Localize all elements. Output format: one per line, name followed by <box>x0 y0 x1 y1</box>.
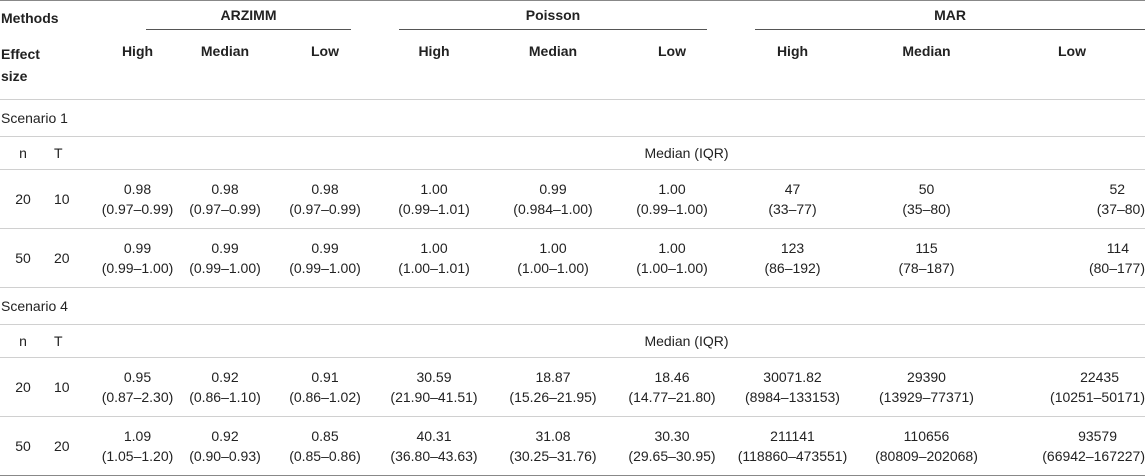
level-header: Median <box>528 43 578 59</box>
effect-size-header: Effect size <box>1 46 40 84</box>
table-cell: 1.00 (1.00–1.01) <box>398 240 470 276</box>
level-header: Low <box>311 43 339 59</box>
table-cell: 40.31 (36.80–43.63) <box>390 428 478 464</box>
stat-label: Median (IQR) <box>644 333 729 349</box>
level-header: High <box>776 43 809 59</box>
table-cell: 0.85 (0.85–0.86) <box>289 428 361 464</box>
table-cell: 211141 (118860–473551) <box>737 428 848 464</box>
t-value: 10 <box>54 191 70 207</box>
table-cell: 0.99 (0.99–1.00) <box>189 240 261 276</box>
t-label: T <box>54 145 63 161</box>
table-cell: 18.46 (14.77–21.80) <box>628 369 716 405</box>
stat-label: Median (IQR) <box>644 145 729 161</box>
table-cell: 0.99 (0.99–1.00) <box>289 240 361 276</box>
n-value: 20 <box>15 191 31 207</box>
table-cell: 0.99 (0.984–1.00) <box>513 181 593 217</box>
section-row: Scenario 1 <box>0 99 1145 137</box>
table-cell: 0.95 (0.87–2.30) <box>101 369 174 405</box>
table-cell: 0.91 (0.86–1.02) <box>289 369 361 405</box>
table-cell: 1.00 (0.99–1.00) <box>636 181 708 217</box>
table-row: 50 20 0.99 (0.99–1.00) 0.99 (0.99–1.00) 0.… <box>0 228 1145 288</box>
level-header: High <box>121 43 154 59</box>
section-title: Scenario 1 <box>1 110 68 126</box>
table-row: 20 10 0.98 (0.97–0.99) 0.98 (0.97–0.99) 0.… <box>0 169 1145 229</box>
level-header: Median <box>902 43 951 59</box>
table-cell: 1.09 (1.05–1.20) <box>101 428 174 464</box>
table-cell: 18.87 (15.26–21.95) <box>509 369 597 405</box>
table-cell: 1.00 (1.00–1.00) <box>636 240 708 276</box>
group-header-mar: MAR <box>731 1 1145 36</box>
table-cell: 29390 (13929–77371) <box>879 369 974 405</box>
group-header-arzimm: ARZIMM <box>100 1 375 36</box>
group-header-poisson: Poisson <box>375 1 731 36</box>
table-cell: 1.00 (0.99–1.01) <box>398 181 470 217</box>
table-cell: 52 (37–80) <box>1096 181 1145 217</box>
table-cell: 114 (80–177) <box>1088 240 1145 276</box>
n-label: n <box>19 333 27 349</box>
header-row-groups: Methods ARZIMM Poisson MAR <box>0 0 1145 36</box>
table-cell: 0.98 (0.97–0.99) <box>101 181 174 217</box>
level-header: Low <box>1058 43 1086 59</box>
table-cell: 50 (35–80) <box>902 181 951 217</box>
table-cell: 0.98 (0.97–0.99) <box>289 181 361 217</box>
table-cell: 30.59 (21.90–41.51) <box>390 369 478 405</box>
table-cell: 30.30 (29.65–30.95) <box>628 428 716 464</box>
t-label: T <box>54 333 63 349</box>
t-value: 20 <box>54 438 70 454</box>
table-cell: 110656 (80809–202068) <box>875 428 978 464</box>
level-header: Median <box>200 43 250 59</box>
nt-row: n T Median (IQR) <box>0 324 1145 358</box>
table-cell: 0.92 (0.86–1.10) <box>189 369 261 405</box>
table-cell: 115 (78–187) <box>898 240 955 276</box>
section-row: Scenario 4 <box>0 287 1145 325</box>
table-cell: 0.98 (0.97–0.99) <box>189 181 261 217</box>
table-cell: 123 (86–192) <box>764 240 821 276</box>
n-label: n <box>19 145 27 161</box>
table-row: 20 10 0.95 (0.87–2.30) 0.92 (0.86–1.10) 0.… <box>0 357 1145 417</box>
table-row: 50 20 1.09 (1.05–1.20) 0.92 (0.90–0.93) 0.… <box>0 416 1145 476</box>
n-value: 50 <box>15 438 31 454</box>
table-cell: 1.00 (1.00–1.00) <box>517 240 589 276</box>
table-cell: 93579 (66942–167227) <box>1042 428 1145 464</box>
table-cell: 0.92 (0.90–0.93) <box>189 428 261 464</box>
table-cell: 31.08 (30.25–31.76) <box>509 428 597 464</box>
section-title: Scenario 4 <box>1 298 68 314</box>
table-cell: 22435 (10251–50171) <box>1050 369 1145 405</box>
n-value: 20 <box>15 379 31 395</box>
header-row-levels: Effect size High Median Low High Median … <box>0 35 1145 100</box>
nt-row: n T Median (IQR) <box>0 136 1145 170</box>
level-header: High <box>418 43 450 59</box>
t-value: 10 <box>54 379 70 395</box>
table-cell: 0.99 (0.99–1.00) <box>101 240 174 276</box>
table-cell: 30071.82 (8984–133153) <box>745 369 840 405</box>
level-header: Low <box>658 43 686 59</box>
table-cell: 47 (33–77) <box>768 181 817 217</box>
methods-header: Methods <box>1 10 59 26</box>
t-value: 20 <box>54 250 70 266</box>
n-value: 50 <box>15 250 31 266</box>
